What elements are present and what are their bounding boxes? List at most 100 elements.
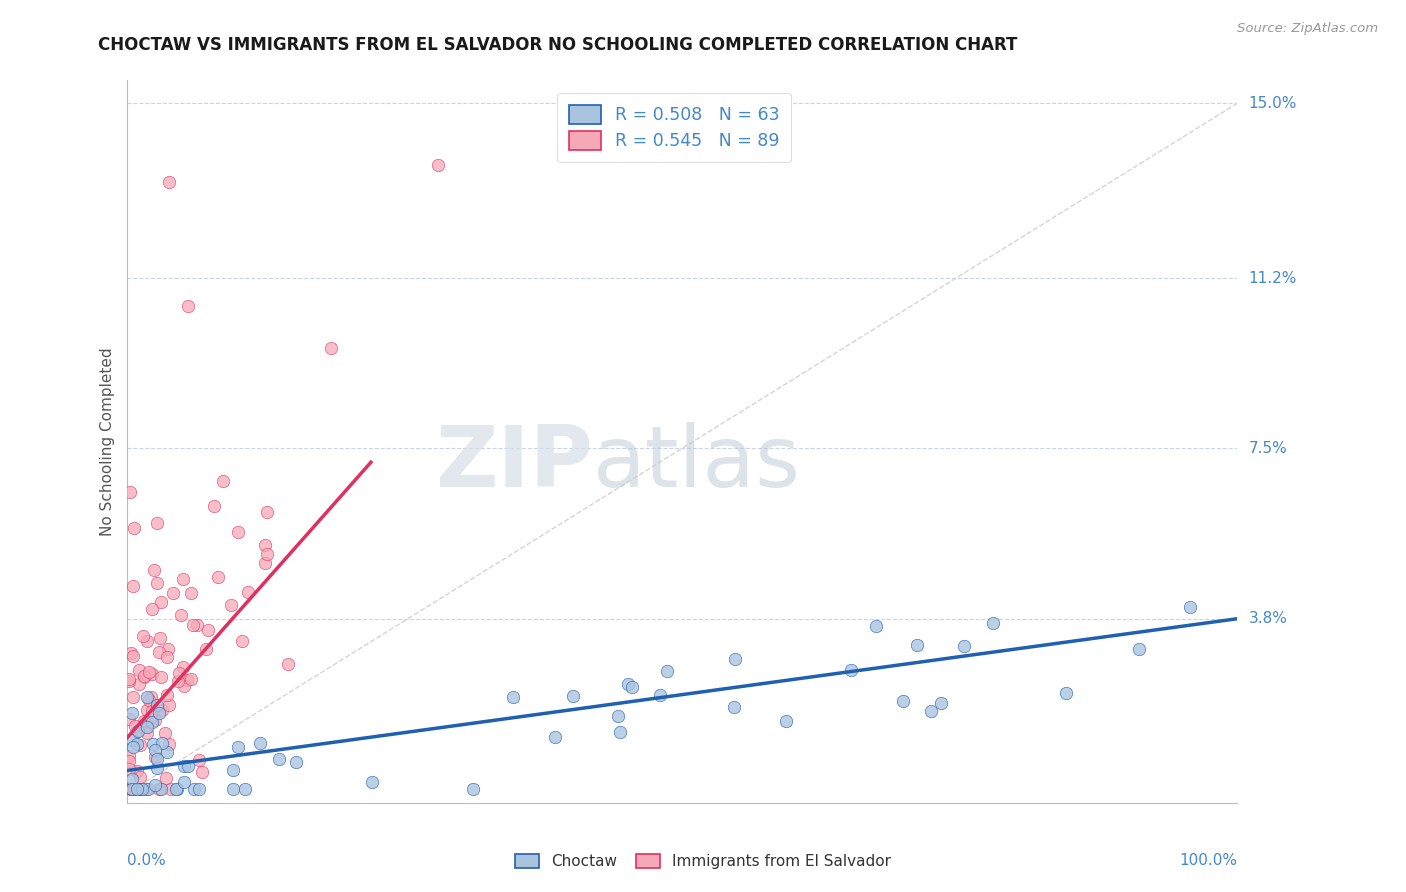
Point [156, 745, 179, 759]
Point [606, 709, 628, 723]
Point [1128, 642, 1150, 657]
Point [235, 782, 257, 797]
Point [285, 755, 308, 769]
Point [256, 505, 278, 519]
Point [135, 690, 157, 705]
Point [157, 698, 180, 713]
Point [136, 720, 159, 734]
Point [118, 484, 141, 499]
Point [865, 618, 887, 632]
Point [249, 736, 271, 750]
Point [180, 586, 202, 600]
Point [183, 782, 205, 797]
Point [222, 782, 245, 797]
Point [148, 782, 170, 797]
Point [167, 674, 190, 689]
Point [143, 714, 166, 728]
Text: 15.0%: 15.0% [1249, 95, 1296, 111]
Text: 0.0%: 0.0% [127, 854, 166, 869]
Point [173, 775, 195, 789]
Point [226, 740, 249, 755]
Point [131, 782, 153, 797]
Point [929, 696, 952, 710]
Point [136, 782, 159, 797]
Point [120, 646, 142, 660]
Point [173, 679, 195, 693]
Point [231, 634, 253, 648]
Point [621, 681, 644, 695]
Point [135, 782, 157, 797]
Point [186, 618, 208, 632]
Point [191, 765, 214, 780]
Point [138, 693, 160, 707]
Point [180, 673, 202, 687]
Point [148, 645, 170, 659]
Point [256, 547, 278, 561]
Point [122, 579, 145, 593]
Point [118, 713, 141, 727]
Legend: R = 0.508   N = 63, R = 0.545   N = 89: R = 0.508 N = 63, R = 0.545 N = 89 [557, 93, 792, 162]
Point [153, 726, 176, 740]
Point [165, 782, 187, 797]
Point [146, 761, 169, 775]
Point [125, 782, 148, 797]
Point [187, 753, 209, 767]
Point [156, 689, 179, 703]
Point [157, 175, 180, 189]
Legend: Choctaw, Immigrants from El Salvador: Choctaw, Immigrants from El Salvador [509, 848, 897, 875]
Point [269, 752, 291, 766]
Point [1180, 600, 1202, 615]
Point [120, 782, 142, 797]
Point [170, 607, 193, 622]
Point [202, 500, 225, 514]
Point [118, 672, 141, 686]
Point [177, 759, 200, 773]
Point [166, 782, 188, 797]
Point [118, 674, 141, 689]
Point [236, 584, 259, 599]
Point [141, 704, 163, 718]
Point [463, 782, 485, 797]
Point [775, 714, 797, 728]
Point [128, 663, 150, 677]
Point [141, 714, 163, 729]
Point [981, 615, 1004, 630]
Point [141, 667, 163, 681]
Point [194, 641, 217, 656]
Point [132, 668, 155, 682]
Point [891, 693, 914, 707]
Point [118, 755, 141, 769]
Point [127, 764, 149, 779]
Point [149, 782, 172, 797]
Point [953, 639, 976, 653]
Point [905, 638, 928, 652]
Point [121, 781, 143, 796]
Point [222, 763, 245, 777]
Point [148, 706, 170, 721]
Point [141, 690, 163, 704]
Point [128, 677, 150, 691]
Point [616, 677, 638, 691]
Point [159, 782, 181, 797]
Point [143, 563, 166, 577]
Point [172, 572, 194, 586]
Point [124, 719, 146, 733]
Point [150, 595, 173, 609]
Point [118, 782, 141, 797]
Point [149, 631, 172, 645]
Point [181, 617, 204, 632]
Point [212, 474, 235, 488]
Point [146, 576, 169, 591]
Text: ZIP: ZIP [436, 422, 593, 505]
Point [159, 738, 181, 752]
Point [129, 782, 152, 797]
Point [135, 719, 157, 733]
Point [131, 630, 153, 644]
Point [143, 743, 166, 757]
Point [135, 725, 157, 739]
Point [155, 771, 177, 785]
Point [121, 782, 143, 797]
Point [142, 737, 165, 751]
Point [121, 733, 143, 747]
Point [128, 771, 150, 785]
